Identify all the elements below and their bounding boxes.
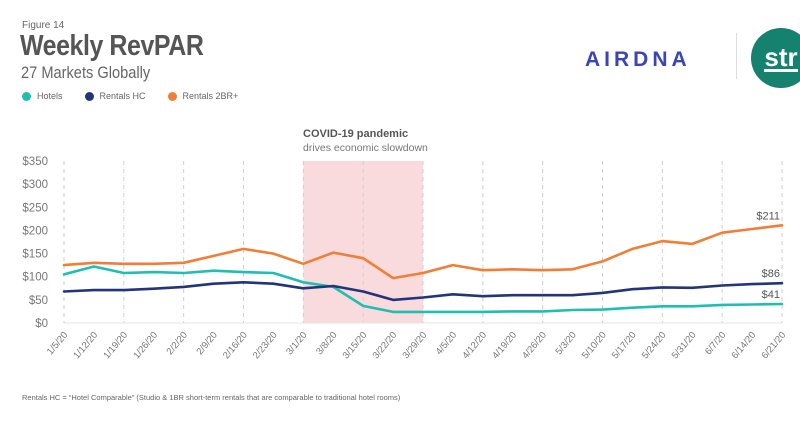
x-tick-label: 2/9/20 <box>194 330 219 357</box>
end-value-label: $211 <box>756 210 780 222</box>
legend-swatch-hotels <box>22 91 31 101</box>
footnote: Rentals HC = “Hotel Comparable” (Studio … <box>22 393 401 402</box>
x-tick-label: 3/1/20 <box>284 330 309 357</box>
x-tick-label: 6/14/20 <box>730 330 759 361</box>
x-tick-label: 1/12/20 <box>71 330 100 361</box>
x-tick-label: 1/5/20 <box>45 330 70 357</box>
legend-label-hotels: Hotels <box>37 91 63 101</box>
figure-label: Figure 14 <box>22 20 65 31</box>
x-tick-label: 2/2/20 <box>165 330 190 357</box>
chart-title: Weekly RevPAR <box>20 30 204 62</box>
legend-item-hotels: Hotels <box>22 91 63 101</box>
end-value-label: $86 <box>762 268 780 280</box>
x-tick-label: 6/7/20 <box>703 330 728 357</box>
y-tick-label: $350 <box>22 156 48 168</box>
x-tick-label: 1/26/20 <box>131 330 160 361</box>
x-tick-label: 5/3/20 <box>553 330 578 357</box>
x-tick-label: 3/8/20 <box>314 330 339 357</box>
logo-divider <box>736 33 737 79</box>
x-tick-label: 6/21/20 <box>759 330 788 361</box>
x-tick-label: 4/26/20 <box>520 330 549 361</box>
x-tick-label: 4/5/20 <box>434 330 459 357</box>
x-tick-label: 4/12/20 <box>460 330 489 361</box>
logos: AIRDNA str <box>585 27 800 97</box>
end-value-label: $41 <box>762 289 780 301</box>
x-tick-label: 2/23/20 <box>251 330 280 361</box>
annotation-subtitle: drives economic slowdown <box>303 142 428 154</box>
y-tick-label: $300 <box>22 179 48 191</box>
annotation-title: COVID-19 pandemic <box>303 128 409 140</box>
y-tick-label: $0 <box>35 318 48 330</box>
x-tick-label: 4/19/20 <box>490 330 519 361</box>
y-tick-label: $150 <box>22 249 48 261</box>
legend-label-rentals-2br: Rentals 2BR+ <box>182 91 239 101</box>
y-tick-label: $100 <box>22 272 48 284</box>
x-tick-label: 2/16/20 <box>221 330 250 361</box>
legend-item-rentals-hc: Rentals HC <box>84 91 146 101</box>
x-tick-label: 3/15/20 <box>341 330 370 361</box>
y-tick-label: $200 <box>22 225 48 237</box>
legend-item-rentals-2br: Rentals 2BR+ <box>167 91 239 101</box>
airdna-logo: AIRDNA <box>585 48 691 71</box>
str-logo: str <box>751 28 800 88</box>
x-tick-label: 1/19/20 <box>101 330 130 361</box>
series-line-rentals-2br- <box>62 224 784 280</box>
legend-swatch-rentals-hc <box>84 91 94 101</box>
legend-label-rentals-hc: Rentals HC <box>99 91 146 101</box>
y-tick-label: $50 <box>29 295 48 307</box>
series-line-rentals-hc <box>62 280 784 302</box>
x-tick-label: 3/22/20 <box>371 330 400 361</box>
chart-subtitle: 27 Markets Globally <box>21 63 151 82</box>
x-tick-label: 5/10/20 <box>580 330 609 361</box>
legend: Hotels Rentals HC Rentals 2BR+ <box>22 91 260 101</box>
x-tick-label: 5/31/20 <box>670 330 699 361</box>
x-tick-label: 5/24/20 <box>640 330 669 361</box>
x-tick-label: 3/29/20 <box>400 330 429 361</box>
legend-swatch-rentals-2br <box>167 91 177 101</box>
str-logo-text: str <box>764 41 798 72</box>
series-line-hotels <box>62 265 784 314</box>
x-tick-label: 5/17/20 <box>610 330 639 361</box>
y-tick-label: $250 <box>22 202 48 214</box>
